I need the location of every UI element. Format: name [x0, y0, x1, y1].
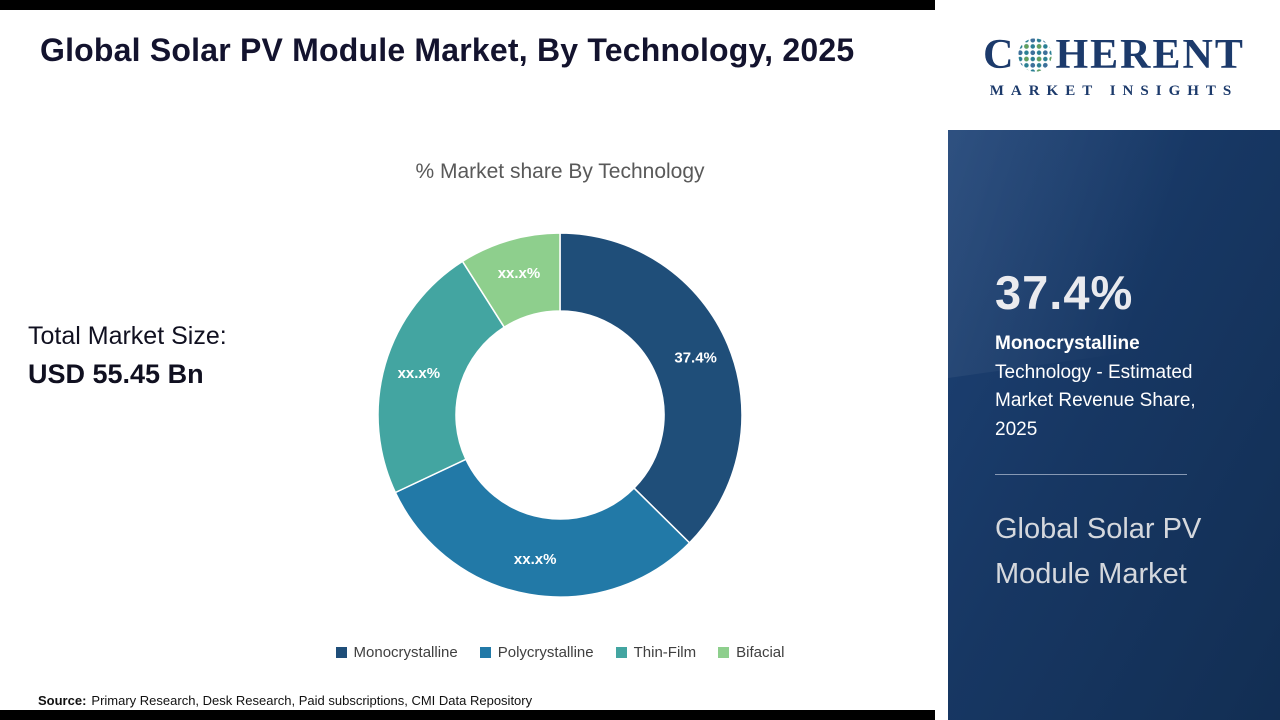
legend-swatch-polycrystalline: [479, 647, 491, 658]
sidebar-divider: [995, 474, 1187, 475]
sidebar-stat-desc: Monocrystalline Technology - Estimated M…: [995, 330, 1235, 444]
source-note: Source: Primary Research, Desk Research, …: [38, 693, 532, 708]
donut-segment-monocrystalline: [559, 232, 743, 544]
logo-text-herent: HERENT: [1055, 31, 1245, 78]
globe-icon: [1018, 37, 1053, 72]
legend-item-monocrystalline: Monocrystalline: [335, 644, 458, 661]
donut-label-polycrystalline: xx.x%: [514, 551, 557, 568]
legend-label-thin-film: Thin-Film: [633, 644, 697, 661]
sidebar-stat-desc-text: Technology - Estimated Market Revenue Sh…: [995, 361, 1196, 440]
legend-label-bifacial: Bifacial: [736, 644, 785, 661]
donut-svg: 37.4% xx.x% xx.x% xx.x%: [377, 232, 743, 598]
sidebar: C HERENT MARKET INSIGHTS 37.4%: [948, 0, 1280, 720]
bottom-bar: [0, 710, 935, 720]
total-market-size: Total Market Size: USD 55.45 Bn: [28, 322, 227, 390]
sidebar-market-name: Global Solar PV Module Market: [995, 513, 1202, 590]
legend-item-thin-film: Thin-Film: [615, 644, 697, 661]
logo-text-c: C: [983, 31, 1016, 78]
legend-label-polycrystalline: Polycrystalline: [497, 644, 594, 661]
legend-swatch-bifacial: [718, 647, 730, 658]
total-market-size-value: USD 55.45 Bn: [28, 359, 204, 389]
legend-item-polycrystalline: Polycrystalline: [479, 644, 594, 661]
sidebar-stat-value: 37.4%: [995, 266, 1134, 319]
donut-segment-polycrystalline: [394, 458, 691, 598]
legend: Monocrystalline Polycrystalline Thin-Film B…: [160, 644, 960, 661]
donut-label-monocrystalline: 37.4%: [674, 349, 717, 366]
chart-subtitle: % Market share By Technology: [415, 160, 705, 183]
donut-label-bifacial: xx.x%: [498, 265, 541, 282]
main-panel: Global Solar PV Module Market, By Techno…: [0, 0, 935, 720]
sidebar-stat-name: Monocrystalline: [995, 333, 1140, 354]
legend-item-bifacial: Bifacial: [718, 644, 784, 661]
logo-subtext: MARKET INSIGHTS: [989, 82, 1239, 99]
page-title: Global Solar PV Module Market, By Techno…: [40, 32, 855, 68]
logo-text: C HERENT: [983, 31, 1245, 79]
legend-swatch-thin-film: [615, 647, 627, 658]
source-text: Primary Research, Desk Research, Paid su…: [91, 693, 533, 708]
donut-chart: 37.4% xx.x% xx.x% xx.x%: [350, 205, 770, 625]
source-label: Source:: [38, 693, 87, 708]
donut-label-thin-film: xx.x%: [398, 365, 441, 382]
logo: C HERENT MARKET INSIGHTS: [948, 0, 1280, 130]
legend-swatch-monocrystalline: [335, 647, 347, 658]
sidebar-body: 37.4% Monocrystalline Technology - Estim…: [948, 130, 1280, 720]
donut-segment-bifacial: [461, 232, 561, 329]
legend-label-monocrystalline: Monocrystalline: [353, 644, 458, 661]
top-bar: [0, 0, 935, 10]
total-market-size-label: Total Market Size:: [28, 322, 227, 350]
donut-segment-thin-film: [377, 260, 506, 494]
